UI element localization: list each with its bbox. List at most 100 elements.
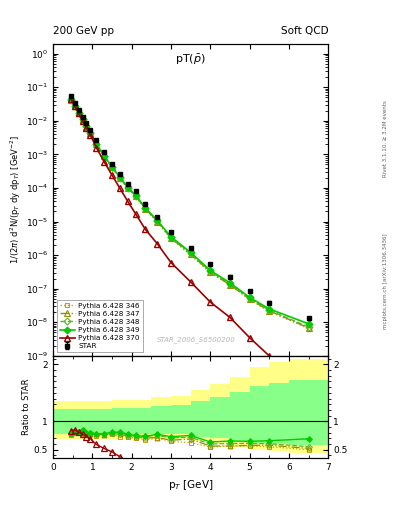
Pythia 6.428 349: [84, 123, 89, 130]
Pythia 6.428 370: [118, 185, 122, 191]
Pythia 6.428 348: [267, 307, 272, 313]
Pythia 6.428 347: [228, 282, 232, 288]
Line: Pythia 6.428 370: Pythia 6.428 370: [68, 95, 312, 379]
Pythia 6.428 349: [110, 164, 114, 170]
Pythia 6.428 349: [133, 193, 138, 199]
Pythia 6.428 370: [306, 373, 311, 379]
Text: STAR_2006_S6500200: STAR_2006_S6500200: [157, 336, 235, 344]
Text: Rivet 3.1.10, ≥ 3.2M events: Rivet 3.1.10, ≥ 3.2M events: [383, 100, 387, 177]
Text: mcplots.cern.ch [arXiv:1306.3436]: mcplots.cern.ch [arXiv:1306.3436]: [383, 234, 387, 329]
Pythia 6.428 347: [88, 130, 93, 136]
Pythia 6.428 347: [118, 175, 122, 181]
Pythia 6.428 348: [208, 268, 213, 274]
Legend: Pythia 6.428 346, Pythia 6.428 347, Pythia 6.428 348, Pythia 6.428 349, Pythia 6: Pythia 6.428 346, Pythia 6.428 347, Pyth…: [57, 300, 143, 352]
Pythia 6.428 348: [76, 110, 81, 116]
Pythia 6.428 347: [267, 308, 272, 314]
Pythia 6.428 349: [88, 130, 93, 136]
Pythia 6.428 346: [188, 252, 193, 258]
Pythia 6.428 370: [247, 334, 252, 340]
Pythia 6.428 346: [84, 124, 89, 130]
Pythia 6.428 370: [68, 95, 73, 101]
Pythia 6.428 348: [188, 250, 193, 256]
Pythia 6.428 370: [110, 172, 114, 178]
Pythia 6.428 349: [68, 96, 73, 102]
Pythia 6.428 370: [72, 103, 77, 109]
Pythia 6.428 348: [125, 185, 130, 191]
Pythia 6.428 348: [72, 103, 77, 110]
Pythia 6.428 347: [169, 235, 173, 241]
Pythia 6.428 347: [72, 103, 77, 110]
Pythia 6.428 346: [169, 236, 173, 242]
Pythia 6.428 347: [68, 96, 73, 102]
Pythia 6.428 348: [102, 153, 107, 159]
Pythia 6.428 348: [94, 140, 99, 146]
Pythia 6.428 370: [169, 260, 173, 266]
Pythia 6.428 370: [84, 125, 89, 131]
Pythia 6.428 370: [208, 299, 213, 305]
Pythia 6.428 346: [143, 206, 148, 212]
Pythia 6.428 347: [143, 206, 148, 212]
Pythia 6.428 370: [267, 353, 272, 359]
Pythia 6.428 347: [84, 123, 89, 130]
Pythia 6.428 349: [267, 306, 272, 312]
Pythia 6.428 348: [143, 205, 148, 211]
Pythia 6.428 346: [110, 165, 114, 171]
Pythia 6.428 370: [88, 132, 93, 138]
Pythia 6.428 347: [208, 269, 213, 275]
Pythia 6.428 346: [228, 282, 232, 288]
Pythia 6.428 347: [76, 110, 81, 116]
Pythia 6.428 346: [94, 141, 99, 147]
Pythia 6.428 346: [76, 110, 81, 116]
Text: 200 GeV pp: 200 GeV pp: [53, 26, 114, 36]
Pythia 6.428 348: [118, 175, 122, 181]
Pythia 6.428 346: [72, 104, 77, 110]
Pythia 6.428 349: [102, 153, 107, 159]
Pythia 6.428 349: [72, 103, 77, 110]
Pythia 6.428 346: [155, 219, 160, 225]
Pythia 6.428 349: [155, 217, 160, 223]
Pythia 6.428 349: [228, 280, 232, 286]
Line: Pythia 6.428 346: Pythia 6.428 346: [68, 97, 311, 331]
Pythia 6.428 349: [247, 294, 252, 301]
Pythia 6.428 347: [133, 193, 138, 199]
Pythia 6.428 348: [247, 295, 252, 301]
Pythia 6.428 348: [88, 130, 93, 136]
Pythia 6.428 347: [306, 325, 311, 331]
Pythia 6.428 346: [80, 118, 85, 124]
Pythia 6.428 348: [228, 281, 232, 287]
Pythia 6.428 346: [306, 326, 311, 332]
Pythia 6.428 346: [88, 130, 93, 136]
Pythia 6.428 370: [102, 159, 107, 165]
Pythia 6.428 370: [143, 226, 148, 232]
Pythia 6.428 370: [94, 144, 99, 151]
Pythia 6.428 347: [247, 296, 252, 302]
Text: pT($\bar{p}$): pT($\bar{p}$): [175, 53, 206, 67]
Line: Pythia 6.428 349: Pythia 6.428 349: [68, 97, 311, 326]
Pythia 6.428 370: [80, 118, 85, 124]
Pythia 6.428 370: [76, 110, 81, 116]
Pythia 6.428 347: [155, 219, 160, 225]
Pythia 6.428 347: [125, 185, 130, 191]
Pythia 6.428 349: [208, 267, 213, 273]
Pythia 6.428 370: [155, 241, 160, 247]
Pythia 6.428 349: [94, 140, 99, 146]
Pythia 6.428 348: [84, 123, 89, 130]
Pythia 6.428 349: [118, 174, 122, 180]
Pythia 6.428 347: [102, 153, 107, 159]
Pythia 6.428 346: [118, 176, 122, 182]
Pythia 6.428 346: [125, 185, 130, 191]
Pythia 6.428 370: [133, 211, 138, 217]
Pythia 6.428 348: [133, 193, 138, 199]
Pythia 6.428 346: [133, 194, 138, 200]
Pythia 6.428 349: [125, 184, 130, 190]
Pythia 6.428 346: [267, 308, 272, 314]
Line: Pythia 6.428 348: Pythia 6.428 348: [68, 97, 311, 330]
Pythia 6.428 346: [208, 270, 213, 276]
Pythia 6.428 349: [80, 116, 85, 122]
Y-axis label: Ratio to STAR: Ratio to STAR: [22, 379, 31, 435]
Pythia 6.428 347: [80, 116, 85, 122]
Pythia 6.428 349: [188, 249, 193, 255]
Pythia 6.428 370: [125, 198, 130, 204]
Pythia 6.428 348: [306, 324, 311, 330]
Y-axis label: 1/(2$\pi$) d$^2$N/(p$_T$ dy dp$_T$) [GeV$^{-2}$]: 1/(2$\pi$) d$^2$N/(p$_T$ dy dp$_T$) [GeV…: [9, 135, 23, 264]
